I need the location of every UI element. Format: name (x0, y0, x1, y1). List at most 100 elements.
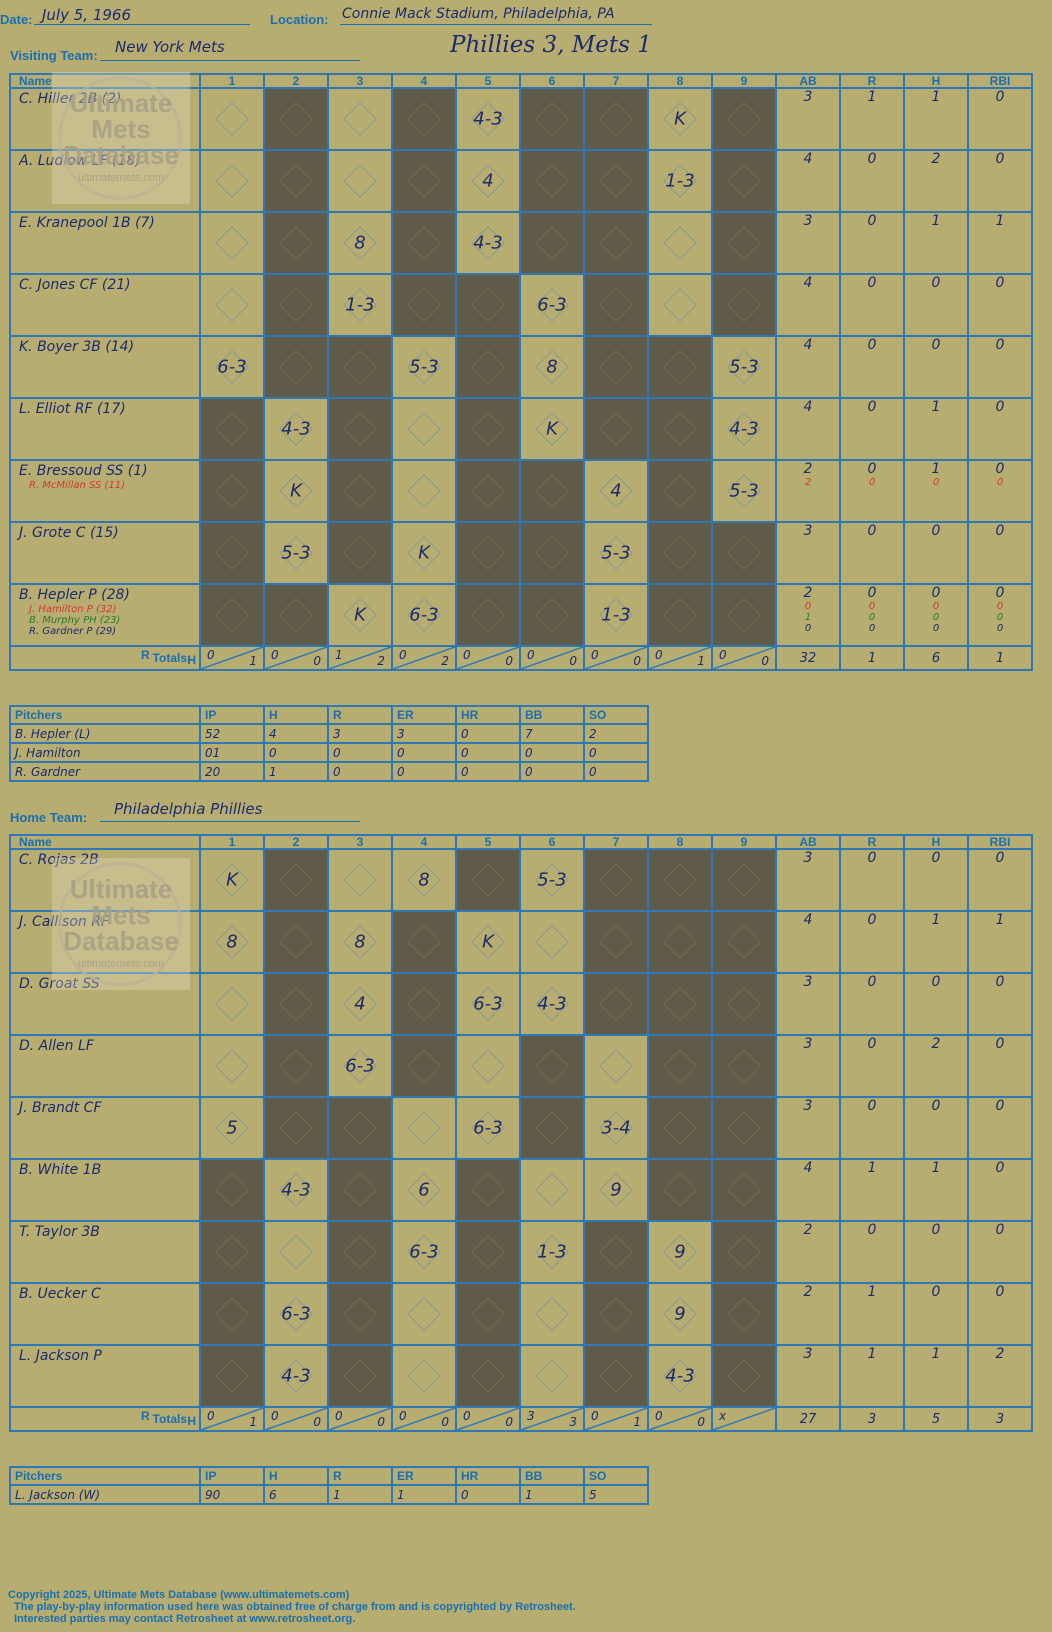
batter-row: E. Kranepool 1B (7) 8 4-3 3 0 1 1 (9, 211, 1033, 275)
inning-header: 7 (583, 73, 649, 89)
play-notation: K (674, 108, 686, 130)
stat-cell: 0 (967, 397, 1033, 461)
inning-hits: 3 (569, 1415, 577, 1429)
player-name: D. Allen LF (19, 1038, 94, 1054)
play-notation: 8 (546, 356, 558, 378)
stat-header: AB (775, 834, 841, 850)
play-notation: K (546, 418, 558, 440)
stat-value: 1 (804, 612, 812, 623)
stat-cell: 1 (903, 397, 969, 461)
at-bat-cell (647, 1034, 713, 1098)
at-bat-cell (263, 211, 329, 275)
pitcher-stat: 0 (455, 1484, 521, 1505)
stat-value: 0 (931, 1284, 941, 1300)
play-notation: K (290, 480, 302, 502)
at-bat-cell: K (391, 521, 457, 585)
stat-value: 0 (931, 337, 941, 353)
stat-cell: 0 (967, 335, 1033, 399)
stat-value: 3 (803, 89, 813, 105)
at-bat-cell (711, 1220, 777, 1284)
play-notation: 4-3 (729, 418, 759, 440)
play-notation: 5-3 (729, 480, 759, 502)
at-bat-cell (583, 1034, 649, 1098)
base-diamond (343, 863, 377, 897)
totals-row: Totals: R H 0 1 0 0 1 2 0 2 0 0 0 0 0 0 0 1 0 0 32 1 6 1 (9, 645, 1033, 671)
at-bat-cell (391, 211, 457, 275)
stat-value: 2 (804, 477, 812, 488)
at-bat-cell (199, 149, 265, 213)
stat-value: 4 (803, 275, 813, 291)
batter-row: T. Taylor 3B 6-3 1-3 9 2 0 0 0 (9, 1220, 1033, 1284)
base-diamond (663, 1049, 697, 1083)
play-notation: 4-3 (281, 418, 311, 440)
stat-value: 0 (868, 477, 876, 488)
base-diamond (599, 412, 633, 446)
at-bat-cell (647, 972, 713, 1036)
base-diamond (279, 288, 313, 322)
at-bat-cell (263, 848, 329, 912)
stat-total: 3 (839, 1406, 905, 1432)
stat-value: 0 (868, 623, 876, 634)
batter-row: D. Groat SS 4 6-3 4-3 3 0 0 0 (9, 972, 1033, 1036)
at-bat-cell (199, 1282, 265, 1346)
play-notation: 4-3 (281, 1179, 311, 1201)
base-diamond (215, 1235, 249, 1269)
pitcher-column-header: Pitchers (9, 1466, 201, 1486)
stat-value: 0 (995, 1098, 1005, 1114)
watermark-line2: Mets (91, 114, 151, 144)
watermark-line1: Ultimate (69, 874, 173, 904)
inning-runs: 1 (335, 648, 343, 662)
at-bat-cell (263, 1096, 329, 1160)
player-name: B. Hepler P (28) (19, 587, 130, 603)
pitcher-stat: 0 (455, 723, 521, 744)
base-diamond (343, 1235, 377, 1269)
play-notation: 6-3 (409, 604, 439, 626)
stat-cell: 3 (775, 521, 841, 585)
inning-runs: 0 (591, 1409, 599, 1423)
stat-value: 0 (995, 399, 1005, 415)
stat-cell: 2 (967, 1344, 1033, 1408)
player-cell: D. Allen LF (9, 1034, 201, 1098)
stat-value: 1 (867, 1284, 877, 1300)
stat-total: 32 (775, 645, 841, 671)
stat-cell: 1 (839, 1344, 905, 1408)
pitcher-stat: 3 (327, 723, 393, 744)
location-underline (340, 24, 652, 25)
pitcher-column-header: HR (455, 1466, 521, 1486)
stat-value: 2 (931, 151, 941, 167)
game-location: Connie Mack Stadium, Philadelphia, PA (342, 6, 615, 22)
inning-runs: 0 (655, 1409, 663, 1423)
stat-total: 1 (839, 645, 905, 671)
stat-cell: 4 (775, 910, 841, 974)
play-notation: K (226, 869, 238, 891)
base-diamond (215, 288, 249, 322)
base-diamond (279, 164, 313, 198)
stat-value: 2 (803, 585, 813, 601)
pitcher-column-header: ER (391, 1466, 457, 1486)
at-bat-cell (391, 149, 457, 213)
inning-total-divider (585, 647, 647, 669)
inning-header: 4 (391, 834, 457, 850)
stat-cell: 1 (903, 211, 969, 275)
at-bat-cell (647, 1158, 713, 1222)
name-column-header: Name (9, 834, 201, 850)
stat-value: 0 (867, 399, 877, 415)
at-bat-cell (711, 87, 777, 151)
play-notation: 4 (482, 170, 494, 192)
base-diamond (343, 1111, 377, 1145)
inning-hits: 0 (697, 1415, 705, 1429)
at-bat-cell (583, 848, 649, 912)
at-bat-cell: 1-3 (583, 583, 649, 647)
base-diamond (407, 925, 441, 959)
date-label: Date: (0, 12, 33, 27)
watermark-logo-home: Ultimate Mets Database ultimatemets.com (52, 858, 190, 990)
at-bat-cell: 4-3 (455, 211, 521, 275)
pitcher-stat: 2 (583, 723, 649, 744)
stat-value: 0 (931, 1222, 941, 1238)
at-bat-cell (647, 459, 713, 523)
pitcher-column-header: SO (583, 705, 649, 725)
base-diamond (663, 598, 697, 632)
